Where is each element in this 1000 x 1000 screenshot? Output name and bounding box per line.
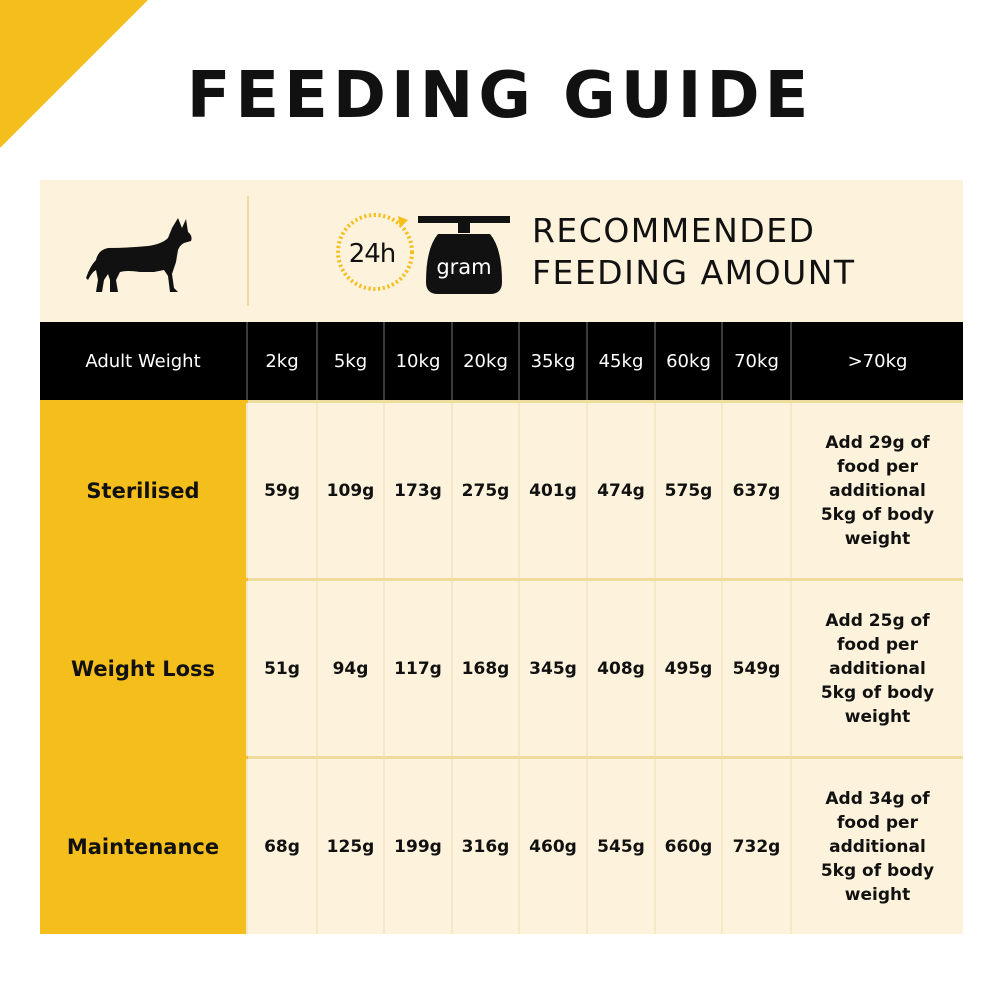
amount-cell: 474g xyxy=(586,400,655,580)
note-line: weight xyxy=(844,884,911,905)
note-line: additional xyxy=(829,836,926,857)
weight-column-header: 35kg xyxy=(518,322,587,402)
note-line: food per xyxy=(837,456,918,477)
note-line: Add 34g of xyxy=(825,788,930,809)
amount-cell: 173g xyxy=(383,400,452,580)
extra-weight-note: Add 34g of food per additional 5kg of bo… xyxy=(790,756,963,934)
amount-cell: 495g xyxy=(654,578,722,758)
scale-label: gram xyxy=(436,255,491,279)
amount-cell: 575g xyxy=(654,400,722,580)
note-line: weight xyxy=(844,706,911,727)
weight-column-header: >70kg xyxy=(790,322,963,402)
table-row: Weight Loss 51g 94g 117g 168g 345g 408g … xyxy=(40,578,963,758)
amount-cell: 660g xyxy=(654,756,722,934)
note-line: Add 29g of xyxy=(825,432,930,453)
note-line: Add 25g of xyxy=(825,610,930,631)
amount-cell: 59g xyxy=(246,400,317,580)
amount-cell: 275g xyxy=(451,400,519,580)
amount-cell: 51g xyxy=(246,578,317,758)
note-line: food per xyxy=(837,812,918,833)
weight-header-label: Adult Weight xyxy=(40,322,247,402)
amount-cell: 94g xyxy=(316,578,384,758)
header-divider xyxy=(247,196,249,306)
page-title: FEEDING GUIDE xyxy=(186,59,814,133)
table-row: Sterilised 59g 109g 173g 275g 401g 474g … xyxy=(40,400,963,580)
weight-column-header: 10kg xyxy=(383,322,452,402)
note-line: additional xyxy=(829,658,926,679)
amount-cell: 545g xyxy=(586,756,655,934)
feeding-guide-panel: 24h gram RECOMMENDED FEEDING AMOUNT Adul… xyxy=(40,180,963,934)
weight-column-header: 20kg xyxy=(451,322,519,402)
scale-icon: gram xyxy=(418,216,510,294)
weight-column-header: 5kg xyxy=(316,322,384,402)
row-label: Maintenance xyxy=(40,756,247,934)
weight-column-header: 45kg xyxy=(586,322,655,402)
weight-column-header: 60kg xyxy=(654,322,722,402)
clock-icon: 24h xyxy=(336,213,414,291)
amount-cell: 199g xyxy=(383,756,452,934)
recommended-feeding-heading: RECOMMENDED FEEDING AMOUNT xyxy=(532,210,952,294)
amount-cell: 408g xyxy=(586,578,655,758)
amount-cell: 460g xyxy=(518,756,587,934)
table-row: Maintenance 68g 125g 199g 316g 460g 545g… xyxy=(40,756,963,934)
weight-column-header: 2kg xyxy=(246,322,317,402)
amount-cell: 316g xyxy=(451,756,519,934)
note-line: 5kg of body xyxy=(820,860,935,881)
amount-cell: 68g xyxy=(246,756,317,934)
feeding-table: Adult Weight 2kg 5kg 10kg 20kg 35kg 45kg… xyxy=(40,322,963,934)
amount-cell: 637g xyxy=(721,400,791,580)
extra-weight-note: Add 29g of food per additional 5kg of bo… xyxy=(790,400,963,580)
note-line: weight xyxy=(844,528,911,549)
extra-weight-note: Add 25g of food per additional 5kg of bo… xyxy=(790,578,963,758)
amount-cell: 117g xyxy=(383,578,452,758)
row-label: Sterilised xyxy=(40,400,247,580)
amount-cell: 109g xyxy=(316,400,384,580)
amount-cell: 549g xyxy=(721,578,791,758)
note-line: 5kg of body xyxy=(820,504,935,525)
amount-cell: 732g xyxy=(721,756,791,934)
amount-cell: 345g xyxy=(518,578,587,758)
note-line: additional xyxy=(829,480,926,501)
note-line: 5kg of body xyxy=(820,682,935,703)
note-line: food per xyxy=(837,634,918,655)
weight-header-row: Adult Weight 2kg 5kg 10kg 20kg 35kg 45kg… xyxy=(40,322,963,402)
clock-label: 24h xyxy=(349,239,396,269)
header-band xyxy=(40,180,963,322)
weight-column-header: 70kg xyxy=(721,322,791,402)
recommended-line-1: RECOMMENDED xyxy=(532,211,816,250)
amount-cell: 168g xyxy=(451,578,519,758)
amount-cell: 125g xyxy=(316,756,384,934)
corner-accent xyxy=(0,0,148,148)
row-label: Weight Loss xyxy=(40,578,247,758)
dog-silhouette-icon xyxy=(86,218,192,292)
amount-cell: 401g xyxy=(518,400,587,580)
recommended-line-2: FEEDING AMOUNT xyxy=(532,253,856,292)
